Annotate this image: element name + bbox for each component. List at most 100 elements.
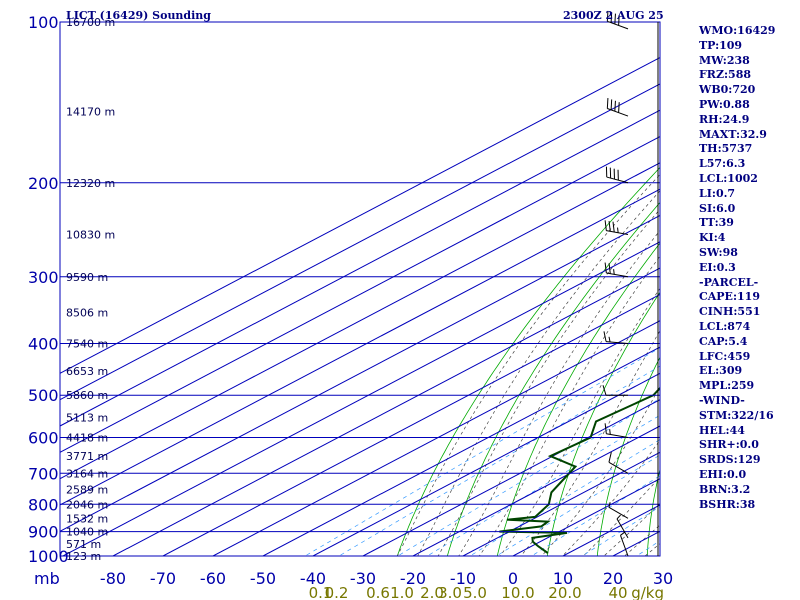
mixing-ratio-label: 5.0 (463, 584, 487, 600)
dry-adiabat (646, 467, 660, 556)
wind-barb (608, 506, 629, 519)
isotherm (60, 57, 660, 374)
height-label: 7540 m (66, 338, 108, 351)
temperature-tick-label: 0 (508, 569, 518, 588)
moist-adiabat (396, 174, 660, 556)
mixing-ratio-label: 10.0 (501, 584, 534, 600)
height-label: 16700 m (66, 16, 115, 29)
height-label: 5113 m (66, 411, 108, 424)
index-item: HEL:44 (699, 423, 745, 437)
dry-adiabat (794, 22, 800, 567)
index-item: STM:322/16 (699, 408, 774, 422)
isotherm (412, 425, 660, 556)
wind-barb-full (614, 13, 616, 25)
wind-barb-full (604, 262, 607, 274)
pressure-tick-label: 400 (28, 335, 59, 354)
index-item: SW:98 (699, 245, 738, 259)
height-label: 9590 m (66, 271, 108, 284)
mixing-ratio-line (304, 347, 660, 556)
pressure-tick-label: 500 (28, 386, 59, 405)
dry-adiabat (446, 201, 660, 556)
wind-barb-full (603, 331, 607, 342)
height-label: 2589 m (66, 483, 108, 496)
index-item: TP:109 (699, 38, 743, 52)
indices-panel: WMO:16429 TP:109 MW:238 FRZ:588 WB0:720 PW:0.… (699, 24, 775, 512)
isotherm (60, 214, 660, 532)
wind-barb-full (608, 263, 611, 274)
index-item: SHR+:0.0 (699, 438, 759, 452)
index-item: WB0:720 (699, 83, 756, 97)
index-item: LI:0.7 (699, 186, 736, 200)
wind-barb-full (614, 100, 616, 112)
wind-barb-full (602, 385, 607, 396)
dry-adiabat (396, 166, 660, 556)
height-label: 6653 m (66, 365, 108, 378)
height-label: 14170 m (66, 105, 115, 118)
temperature-tick-label: -80 (100, 569, 126, 588)
height-label: 1040 m (66, 526, 108, 539)
axis-unit-label: mb (34, 569, 60, 588)
temperature-tick-label: 20 (603, 569, 623, 588)
isotherm (60, 135, 660, 453)
plot-frame (59, 21, 661, 557)
index-item: KI:4 (699, 231, 726, 245)
mixing-ratio-label: 0.2 (325, 584, 349, 600)
wind-barb (620, 535, 629, 557)
index-item: WMO:16429 (699, 24, 776, 37)
pressure-tick-label: 700 (28, 464, 59, 483)
index-item: TT:39 (699, 216, 734, 230)
height-label: 3164 m (66, 467, 108, 480)
temperature-tick-label: -50 (250, 569, 276, 588)
index-item: EI:0.3 (699, 260, 736, 274)
index-item: MW:238 (699, 53, 750, 67)
wind-barb-full (608, 220, 611, 232)
height-label: 10830 m (66, 228, 115, 241)
temperature-tick-label: -70 (150, 569, 176, 588)
mixing-ratio-line (469, 439, 660, 556)
temperature-tick-label: -30 (350, 569, 376, 588)
mixing-ratio-line (495, 454, 660, 556)
index-item: MPL:259 (699, 379, 755, 393)
wind-barb-full (618, 102, 620, 113)
wind-barb-full (604, 423, 607, 434)
mixing-ratio-label: 20.0 (548, 584, 581, 600)
wind-barb-full (606, 98, 609, 109)
index-item: CINH:551 (699, 305, 761, 319)
plot-area (60, 22, 800, 567)
height-label: 571 m (66, 538, 101, 551)
wind-barb-half (616, 514, 621, 520)
wind-barb (608, 461, 629, 474)
index-item: PW:0.88 (699, 97, 750, 111)
temperature-tick-label: -20 (400, 569, 426, 588)
wind-barb-half (609, 429, 611, 435)
height-label: 3771 m (66, 450, 108, 463)
index-item: BSHR:38 (699, 497, 756, 511)
height-label: 12320 m (66, 177, 115, 190)
temperature-tick-label: 30 (653, 569, 673, 588)
pressure-tick-label: 900 (28, 523, 59, 542)
height-label: 5860 m (66, 389, 108, 402)
mixing-ratio-unit: g/kg (631, 584, 664, 600)
temperature-tick-label: -60 (200, 569, 226, 588)
index-item: MAXT:32.9 (699, 127, 767, 141)
pressure-tick-label: 200 (28, 174, 59, 193)
isotherm (112, 267, 660, 556)
wind-barb (606, 230, 629, 235)
index-item: TH:5737 (699, 142, 753, 156)
mixing-ratio-label: 2.0 (420, 584, 444, 600)
wind-barb-half (620, 531, 625, 536)
index-item: SRDS:129 (699, 453, 761, 467)
wind-barb-half (613, 269, 615, 275)
isotherm (312, 372, 660, 556)
height-label: 123 m (66, 550, 101, 563)
index-item: RH:24.9 (699, 112, 750, 126)
isotherm (60, 83, 660, 401)
temperature-tick-label: -40 (300, 569, 326, 588)
wind-barb-full (612, 221, 615, 233)
index-item: EL:309 (699, 364, 743, 378)
index-item: L57:6.3 (699, 157, 746, 171)
pressure-tick-label: 600 (28, 429, 59, 448)
wind-barb (606, 176, 629, 184)
isotherm (60, 109, 660, 427)
